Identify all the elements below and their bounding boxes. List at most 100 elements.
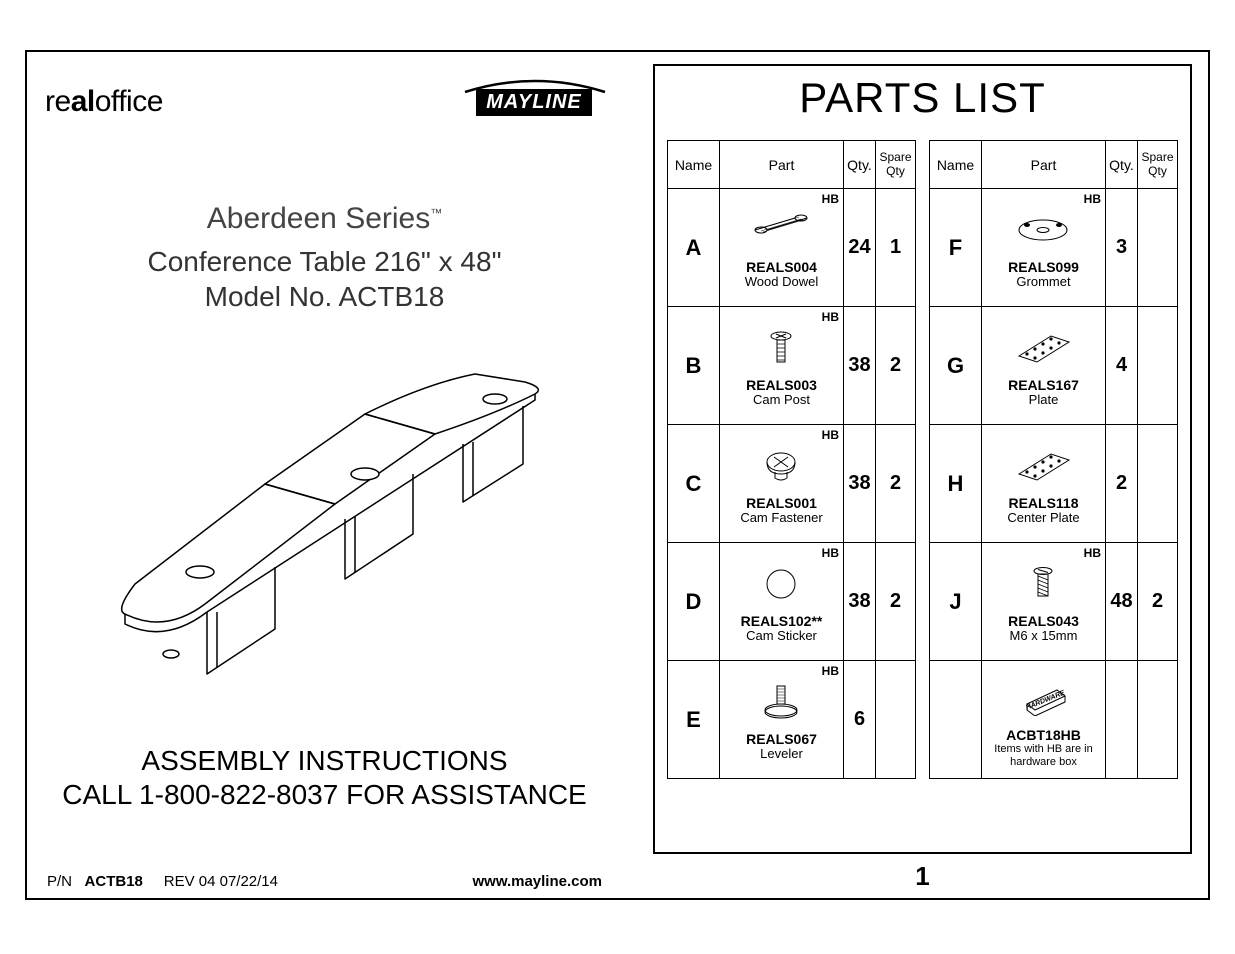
table-row: CHBREALS001Cam Fastener382 bbox=[668, 425, 916, 543]
hb-tag: HB bbox=[1084, 192, 1101, 206]
table-row: ACBT18HBItems with HB are in hardware bo… bbox=[930, 661, 1178, 779]
part-code: REALS167 bbox=[982, 377, 1105, 393]
table-row: AHBREALS004Wood Dowel241 bbox=[668, 189, 916, 307]
logo-mayline: MAYLINE bbox=[464, 82, 604, 122]
part-cell: HBREALS001Cam Fastener bbox=[720, 425, 844, 543]
hb-tag: HB bbox=[822, 192, 839, 206]
part-cell: REALS167Plate bbox=[982, 307, 1106, 425]
col-spare: Spare Qty bbox=[1138, 141, 1178, 189]
part-cell: HB REALS067Leveler bbox=[720, 661, 844, 779]
col-name: Name bbox=[930, 141, 982, 189]
part-name: B bbox=[668, 307, 720, 425]
part-code: ACBT18HB bbox=[982, 727, 1105, 743]
part-camfast-icon bbox=[720, 439, 843, 493]
left-footer: P/N ACTB18 REV 04 07/22/14 www.mayline.c… bbox=[47, 873, 602, 890]
part-cell: REALS118Center Plate bbox=[982, 425, 1106, 543]
table-row: DHBREALS102**Cam Sticker382 bbox=[668, 543, 916, 661]
part-name: J bbox=[930, 543, 982, 661]
part-qty: 38 bbox=[844, 543, 876, 661]
part-code: REALS001 bbox=[720, 495, 843, 511]
part-spare bbox=[1138, 189, 1178, 307]
part-plate-icon bbox=[982, 321, 1105, 375]
part-cell: HB REALS004Wood Dowel bbox=[720, 189, 844, 307]
part-spare bbox=[876, 661, 916, 779]
part-code: REALS004 bbox=[720, 259, 843, 275]
part-plate-icon bbox=[982, 439, 1105, 493]
part-spare: 2 bbox=[876, 543, 916, 661]
part-leveler-icon bbox=[720, 675, 843, 729]
part-desc: Plate bbox=[982, 393, 1105, 406]
table-row: GREALS167Plate4 bbox=[930, 307, 1178, 425]
page-frame: realoffice MAYLINE Aberdeen Series™ Conf… bbox=[25, 50, 1210, 900]
rev-value: REV 04 07/22/14 bbox=[164, 873, 278, 890]
part-qty: 24 bbox=[844, 189, 876, 307]
part-spare: 1 bbox=[876, 189, 916, 307]
part-desc: Cam Fastener bbox=[720, 511, 843, 524]
part-cell: ACBT18HBItems with HB are in hardware bo… bbox=[982, 661, 1106, 779]
hb-tag: HB bbox=[822, 310, 839, 324]
product-subtitle: Conference Table 216" x 48" Model No. AC… bbox=[45, 244, 604, 314]
part-desc: Cam Post bbox=[720, 393, 843, 406]
table-row: B HB REALS003Cam Post382 bbox=[668, 307, 916, 425]
part-screw-icon bbox=[982, 557, 1105, 611]
part-spare bbox=[1138, 307, 1178, 425]
part-spare bbox=[1138, 425, 1178, 543]
part-qty: 48 bbox=[1106, 543, 1138, 661]
part-code: REALS118 bbox=[982, 495, 1105, 511]
part-campost-icon bbox=[720, 321, 843, 375]
part-qty: 2 bbox=[1106, 425, 1138, 543]
part-cell: HB REALS003Cam Post bbox=[720, 307, 844, 425]
part-code: REALS102** bbox=[720, 613, 843, 629]
part-qty: 38 bbox=[844, 307, 876, 425]
part-name: C bbox=[668, 425, 720, 543]
part-name: E bbox=[668, 661, 720, 779]
part-spare: 2 bbox=[1138, 543, 1178, 661]
col-part: Part bbox=[982, 141, 1106, 189]
part-qty: 38 bbox=[844, 425, 876, 543]
part-desc: Items with HB are in hardware box bbox=[982, 743, 1105, 768]
table-row: J HB REALS043M6 x 15mm482 bbox=[930, 543, 1178, 661]
part-cell: HB REALS043M6 x 15mm bbox=[982, 543, 1106, 661]
col-qty: Qty. bbox=[1106, 141, 1138, 189]
table-row: E HB REALS067Leveler6 bbox=[668, 661, 916, 779]
part-spare: 2 bbox=[876, 425, 916, 543]
part-qty: 3 bbox=[1106, 189, 1138, 307]
hb-tag: HB bbox=[1084, 546, 1101, 560]
part-qty: 4 bbox=[1106, 307, 1138, 425]
page-number: 1 bbox=[637, 861, 1208, 892]
logo-realoffice: realoffice bbox=[45, 85, 163, 119]
part-sticker-icon bbox=[720, 557, 843, 611]
part-code: REALS099 bbox=[982, 259, 1105, 275]
parts-list-box: PARTS LIST Name Part Qty. Spare Qty bbox=[653, 64, 1192, 854]
part-name: H bbox=[930, 425, 982, 543]
series-title: Aberdeen Series™ bbox=[45, 202, 604, 236]
part-desc: Center Plate bbox=[982, 511, 1105, 524]
part-cell: HB REALS099Grommet bbox=[982, 189, 1106, 307]
part-cell: HB REALS102**Cam Sticker bbox=[720, 543, 844, 661]
hb-tag: HB bbox=[822, 546, 839, 560]
part-spare bbox=[1138, 661, 1178, 779]
part-name bbox=[930, 661, 982, 779]
part-spare: 2 bbox=[876, 307, 916, 425]
part-code: REALS067 bbox=[720, 731, 843, 747]
part-desc: Grommet bbox=[982, 275, 1105, 288]
right-panel: PARTS LIST Name Part Qty. Spare Qty bbox=[637, 52, 1208, 898]
footer-url: www.mayline.com bbox=[473, 873, 603, 890]
hb-tag: HB bbox=[822, 664, 839, 678]
parts-table-right: Name Part Qty. Spare Qty F HB REALS099Grom… bbox=[929, 140, 1178, 779]
left-panel: realoffice MAYLINE Aberdeen Series™ Conf… bbox=[27, 52, 622, 898]
part-code: REALS043 bbox=[982, 613, 1105, 629]
part-qty: 6 bbox=[844, 661, 876, 779]
part-desc: Cam Sticker bbox=[720, 629, 843, 642]
part-dowel-icon bbox=[720, 203, 843, 257]
part-desc: M6 x 15mm bbox=[982, 629, 1105, 642]
part-name: F bbox=[930, 189, 982, 307]
part-name: G bbox=[930, 307, 982, 425]
part-code: REALS003 bbox=[720, 377, 843, 393]
part-hwbox-icon bbox=[982, 671, 1105, 725]
part-desc: Leveler bbox=[720, 747, 843, 760]
col-name: Name bbox=[668, 141, 720, 189]
part-desc: Wood Dowel bbox=[720, 275, 843, 288]
parts-table-left: Name Part Qty. Spare Qty AHBREALS004Wood… bbox=[667, 140, 916, 779]
col-qty: Qty. bbox=[844, 141, 876, 189]
